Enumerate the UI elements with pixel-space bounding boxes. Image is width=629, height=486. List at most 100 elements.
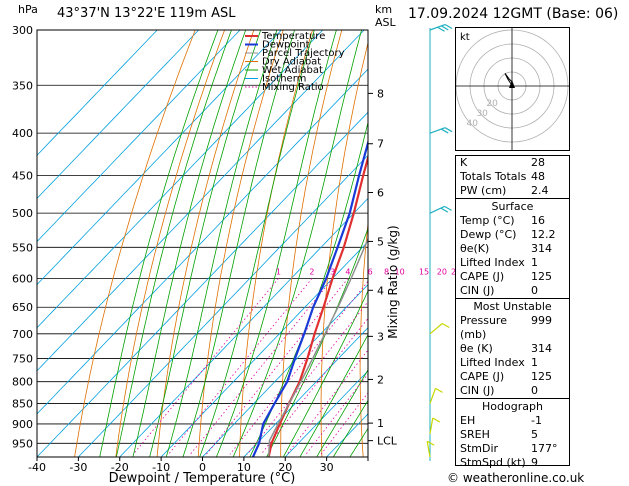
wet-adiabat-line <box>165 30 278 457</box>
wet-adiabat-line <box>232 30 362 457</box>
surface-label: Dewp (°C) <box>460 228 517 241</box>
header-hpa-unit: hPa <box>18 3 38 16</box>
dry-adiabat-line <box>398 30 430 457</box>
isotherm-line <box>37 111 368 457</box>
legend-label: Dewpoint <box>262 40 310 51</box>
legend-label: Parcel Trajectory <box>262 48 345 59</box>
x-tick-label: -20 <box>111 461 129 474</box>
dry-adiabat-line <box>197 30 284 457</box>
wind-barb-flag <box>441 322 450 329</box>
mixing-ratio-line <box>229 280 368 455</box>
pressure-tick-label: 350 <box>12 79 33 92</box>
isotherm-line <box>37 30 324 329</box>
hodograph-table-title: Hodograph <box>482 400 543 413</box>
surface-label: Temp (°C) <box>460 214 515 227</box>
x-tick-label: -10 <box>152 461 170 474</box>
isotherm-line <box>37 30 365 372</box>
most-unstable-row: Lifted Index 1 <box>456 356 569 370</box>
indices-panel: K 28 Totals Totals 48 PW (cm) 2.4 Surface Tem… <box>455 155 570 469</box>
x-tick-label: 20 <box>278 461 292 474</box>
surface-row: θe(K) 314 <box>456 242 569 256</box>
mixing-ratio-label: 15 <box>419 268 429 277</box>
isotherm-line <box>37 30 241 243</box>
wet-adiabat-line <box>149 30 262 457</box>
pressure-tick-label: 850 <box>12 397 33 410</box>
wet-adiabat-line <box>199 30 315 457</box>
header-datetime: 17.09.2024 12GMT (Base: 06) <box>408 6 619 22</box>
x-tick-label: -40 <box>28 461 46 474</box>
km-tick-label: 3 <box>377 330 384 343</box>
hodograph-index-value: 177° <box>531 442 558 455</box>
legend-label: Isotherm <box>262 74 306 85</box>
surface-value: 12.2 <box>531 228 556 241</box>
dry-adiabat-line <box>156 30 255 457</box>
x-tick-label: 30 <box>320 461 334 474</box>
surface-row: Lifted Index 1 <box>456 256 569 270</box>
temperature-profile <box>267 153 368 457</box>
index-label: K <box>460 156 468 169</box>
mixing-ratio-label: 6 <box>368 268 373 277</box>
km-tick-label: 7 <box>377 138 384 151</box>
isotherm-line <box>37 30 158 156</box>
surface-value: 1 <box>531 256 538 269</box>
most-unstable-value: 0 <box>531 384 538 397</box>
index-value: 28 <box>531 156 545 169</box>
index-row: Totals Totals 48 <box>456 170 569 184</box>
wet-adiabat-line <box>182 30 295 457</box>
dry-adiabat-line <box>280 30 343 457</box>
hodograph-index-row: StmSpd (kt) 9 <box>456 456 569 470</box>
surface-label: θe(K) <box>460 242 490 255</box>
surface-value: 16 <box>531 214 545 227</box>
mixing-ratio-line <box>305 373 368 455</box>
header-asl-unit: ASL <box>375 16 396 29</box>
storm-motion-marker <box>509 80 515 88</box>
wind-barb <box>429 205 445 214</box>
wind-barb <box>429 127 446 134</box>
hodograph-index-label: StmSpd (kt) <box>460 456 526 469</box>
wind-barb <box>429 323 443 335</box>
mixing-ratio-label: 4 <box>345 268 350 277</box>
pressure-tick-label: 500 <box>12 207 33 220</box>
most-unstable-row: CAPE (J) 125 <box>456 370 569 384</box>
isotherm-line <box>243 327 368 457</box>
dry-adiabat-line <box>115 30 225 457</box>
x-tick-label: -30 <box>69 461 87 474</box>
index-row: PW (cm) 2.4 <box>456 184 569 198</box>
isotherm-line <box>285 370 368 457</box>
mixing-ratio-label: 1 <box>276 268 281 277</box>
wet-adiabat-line <box>115 30 232 457</box>
dry-adiabat-line <box>571 30 610 457</box>
wind-barb-flag <box>444 205 452 211</box>
pressure-tick-label: 550 <box>12 241 33 254</box>
index-row: K 28 <box>456 156 569 170</box>
km-tick-label: 2 <box>377 373 384 386</box>
x-tick-label: 0 <box>199 461 206 474</box>
pressure-tick-label: 450 <box>12 169 33 182</box>
most-unstable-value: 999 <box>531 314 552 327</box>
wet-adiabat-line <box>132 30 247 457</box>
km-tick-label: 6 <box>377 186 384 199</box>
mixing-ratio-label: 3 <box>330 268 335 277</box>
wind-barb-flag <box>426 440 435 446</box>
km-tick-label: 4 <box>377 284 384 297</box>
mixing-ratio-line <box>246 301 368 455</box>
hodograph-ring-label: 20 <box>486 99 498 109</box>
wind-barb-flag <box>440 128 449 134</box>
wet-adiabat-line <box>215 30 337 457</box>
hodograph-index-row: EH -1 <box>456 414 569 428</box>
wind-barb-flag <box>440 207 449 213</box>
mixing-ratio-line <box>132 278 279 455</box>
hodograph-index-row: SREH 5 <box>456 428 569 442</box>
wind-barb-flag <box>435 387 443 393</box>
mixing-ratio-line <box>286 349 368 455</box>
index-value: 48 <box>531 170 545 183</box>
hodograph-index-value: -1 <box>531 414 542 427</box>
surface-row: CAPE (J) 125 <box>456 270 569 284</box>
most-unstable-row: θe (K) 314 <box>456 342 569 356</box>
wind-barb-flag <box>444 24 453 30</box>
pressure-tick-label: 400 <box>12 127 33 140</box>
header-km-unit: km <box>375 3 393 16</box>
mixing-ratio-label: 2 <box>309 268 314 277</box>
mixing-ratio-axis-label: Mixing Ratio (g/kg) <box>386 225 400 338</box>
parcel-trajectory-profile <box>267 236 368 457</box>
